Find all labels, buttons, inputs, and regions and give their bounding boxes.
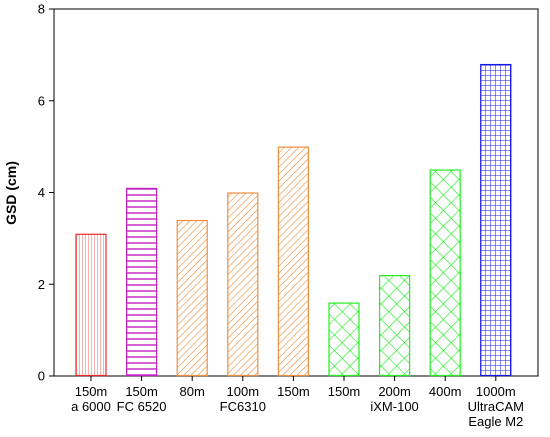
bar-8 bbox=[429, 169, 461, 377]
y-axis-title: GSD (cm) bbox=[3, 161, 19, 225]
bar-4 bbox=[227, 192, 259, 377]
y-tick-label: 6 bbox=[38, 93, 45, 108]
bar-1 bbox=[75, 233, 107, 377]
x-category-label: 100m FC6310 bbox=[220, 384, 266, 414]
y-tick-label: 0 bbox=[38, 369, 45, 384]
x-category-label: 150m bbox=[328, 384, 361, 399]
bar-9 bbox=[480, 63, 512, 377]
x-category-label: 80m bbox=[180, 384, 205, 399]
x-category-label: 1000m UltraCAM Eagle M2 bbox=[468, 384, 524, 429]
y-tick-label: 4 bbox=[38, 185, 45, 200]
bar-7 bbox=[379, 274, 411, 377]
x-category-label: 150m a 6000 bbox=[71, 384, 111, 414]
y-tick-label: 2 bbox=[38, 277, 45, 292]
bar-5 bbox=[277, 146, 309, 377]
y-tick-label: 8 bbox=[38, 2, 45, 17]
bar-3 bbox=[176, 219, 208, 377]
x-category-label: 400m bbox=[429, 384, 462, 399]
bar-6 bbox=[328, 302, 360, 377]
x-category-label: 150m FC 6520 bbox=[117, 384, 167, 414]
x-category-label: 150m bbox=[277, 384, 310, 399]
x-category-label: 200m iXM-100 bbox=[370, 384, 418, 414]
bar-2 bbox=[125, 187, 158, 377]
